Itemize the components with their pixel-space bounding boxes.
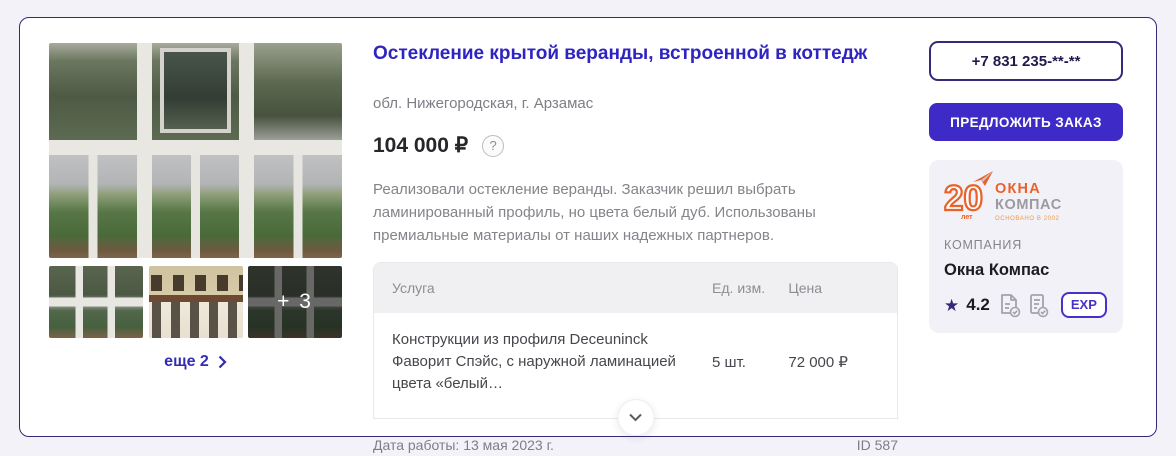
chevron-down-icon bbox=[629, 413, 642, 422]
photo-pane bbox=[152, 43, 239, 140]
thumbnail-more[interactable]: + 3 bbox=[248, 266, 342, 338]
photo-pane bbox=[254, 155, 342, 258]
photo-pane bbox=[152, 155, 239, 258]
listing-location: обл. Нижегородская, г. Арзамас bbox=[373, 95, 594, 112]
listing-main: Остекление крытой веранды, встроенной в … bbox=[373, 43, 898, 453]
offer-order-button[interactable]: ПРЕДЛОЖИТЬ ЗАКАЗ bbox=[929, 103, 1123, 141]
photo-pane bbox=[49, 155, 137, 258]
listing-card: + 3 еще 2 Остекление крытой веранды, вст… bbox=[19, 17, 1157, 453]
logo-years-number: 20 bbox=[943, 178, 984, 219]
meta-row: Дата работы: 13 мая 2023 г. ID 587 bbox=[373, 437, 898, 453]
photo-open-window bbox=[160, 48, 231, 133]
rating-row: ★ 4.2 EXP bbox=[944, 292, 1108, 318]
rating-value: 4.2 bbox=[966, 295, 990, 314]
thumbnail-1[interactable] bbox=[49, 266, 143, 338]
verified-registry-icon[interactable] bbox=[1028, 293, 1049, 318]
thumbnail-2[interactable] bbox=[148, 266, 243, 338]
photo-pane bbox=[254, 43, 342, 140]
header-price: Цена bbox=[788, 280, 823, 296]
listing-price: 104 000 ₽ bbox=[373, 134, 469, 157]
more-photos-link[interactable]: еще 2 bbox=[49, 353, 342, 371]
logo-founded: ОСНОВАНО В 2002 bbox=[995, 216, 1060, 222]
main-photo[interactable] bbox=[49, 43, 342, 258]
more-photos-label: еще 2 bbox=[164, 353, 209, 370]
thumbnail-strip: + 3 bbox=[49, 266, 342, 338]
listing-description: Реализовали остекление веранды. Заказчик… bbox=[373, 181, 816, 244]
company-card[interactable]: 20 лет ОКНА КОМПАС ОСНОВАНО В 2002 КОМПА… bbox=[929, 160, 1123, 333]
listing-title[interactable]: Остекление крытой веранды, встроенной в … bbox=[373, 43, 868, 64]
logo-line2: КОМПАС bbox=[995, 197, 1062, 213]
cell-unit: 5 шт. bbox=[712, 353, 746, 371]
work-date: Дата работы: 13 мая 2023 г. bbox=[373, 437, 554, 453]
company-logo: 20 лет ОКНА КОМПАС ОСНОВАНО В 2002 bbox=[943, 171, 1108, 229]
gallery: + 3 еще 2 bbox=[49, 43, 342, 436]
paper-plane-icon bbox=[973, 171, 993, 186]
price-help-icon[interactable]: ? bbox=[482, 134, 505, 157]
company-label: КОМПАНИЯ bbox=[944, 238, 1023, 252]
listing-id: ID 587 bbox=[856, 437, 898, 453]
expand-table-button[interactable] bbox=[617, 399, 654, 436]
star-icon: ★ bbox=[944, 295, 960, 315]
more-photos-overlay: + 3 bbox=[277, 290, 313, 313]
verified-document-icon[interactable] bbox=[1000, 293, 1021, 318]
logo-line1: ОКНА bbox=[995, 181, 1041, 197]
price-row: 104 000 ₽ ? bbox=[373, 133, 898, 158]
header-unit: Ед. изм. bbox=[712, 280, 766, 296]
phone-button[interactable]: +7 831 235-**-** bbox=[929, 41, 1123, 81]
company-name[interactable]: Окна Компас bbox=[944, 261, 1050, 279]
logo-wordmark: ОКНА КОМПАС ОСНОВАНО В 2002 bbox=[995, 174, 1062, 223]
chevron-right-icon bbox=[218, 355, 227, 369]
photo-pane bbox=[49, 43, 137, 140]
cell-price: 72 000 ₽ bbox=[788, 354, 848, 371]
logo-years: 20 лет bbox=[943, 171, 993, 224]
services-table: Услуга Ед. изм. Цена Конструкции из проф… bbox=[373, 262, 898, 436]
exp-badge[interactable]: EXP bbox=[1060, 292, 1107, 318]
contact-panel: +7 831 235-**-** ПРЕДЛОЖИТЬ ЗАКАЗ 20 лет… bbox=[929, 41, 1123, 436]
cell-service: Конструкции из профиля Deceuninck Фавори… bbox=[392, 331, 676, 392]
services-table-header: Услуга Ед. изм. Цена bbox=[374, 263, 897, 313]
header-service: Услуга bbox=[392, 280, 435, 296]
logo-years-suffix: лет bbox=[961, 214, 973, 221]
